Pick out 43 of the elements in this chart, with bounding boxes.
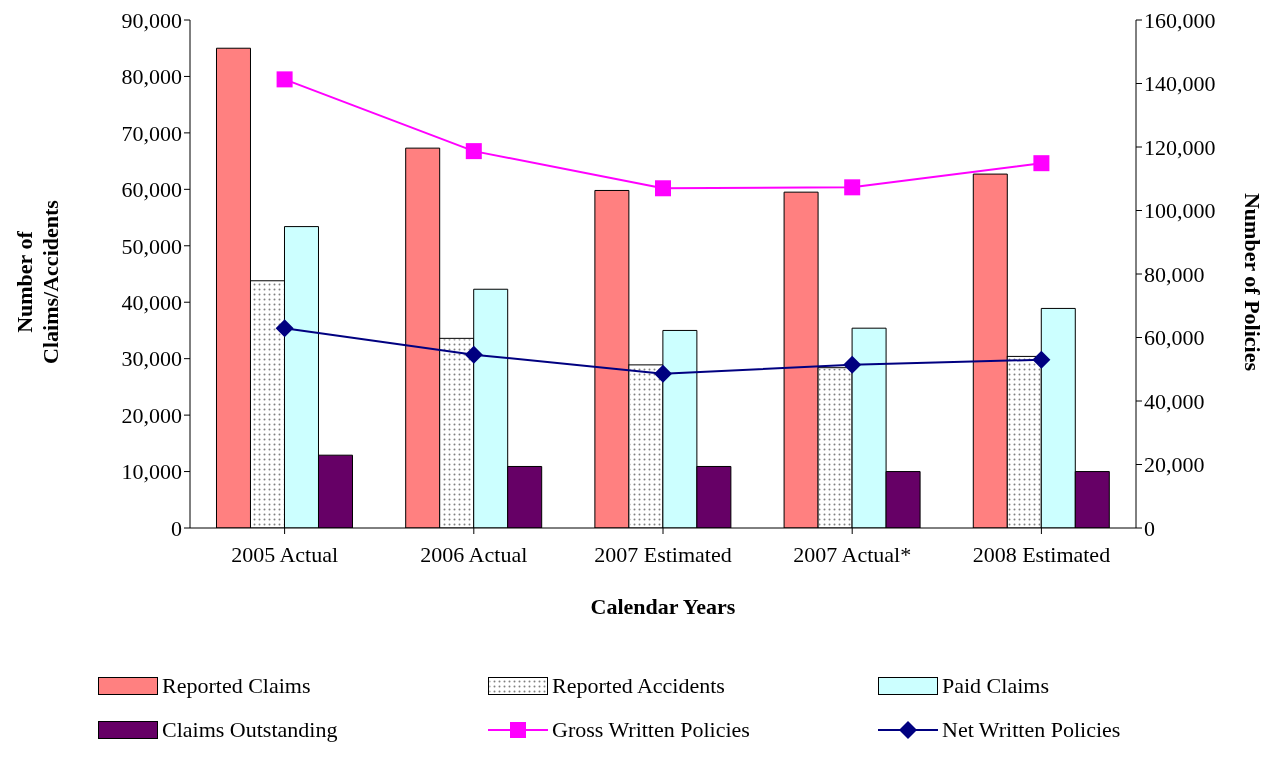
- y-tick-label: 90,000: [121, 7, 182, 33]
- y2-tick-label: 0: [1144, 515, 1155, 541]
- point: [465, 143, 482, 160]
- x-tick-label: 2008 Estimated: [972, 541, 1111, 567]
- y2-tick-label: 120,000: [1144, 134, 1216, 160]
- y-tick-label: 40,000: [121, 290, 182, 316]
- y2-tick-label: 40,000: [1144, 388, 1205, 414]
- legend-label: Claims Outstanding: [162, 717, 338, 743]
- point: [655, 180, 671, 197]
- y-tick-label: 30,000: [121, 346, 182, 372]
- y-tick-label: 0: [171, 515, 182, 541]
- point: [1033, 155, 1050, 172]
- y2-tick-label: 80,000: [1144, 261, 1205, 287]
- x-tick-label: 2007 Actual*: [793, 541, 912, 567]
- point: [276, 71, 293, 88]
- y2-tick-label: 140,000: [1144, 71, 1216, 97]
- x-tick-label: 2005 Actual: [231, 541, 339, 567]
- y-tick-label: 70,000: [121, 120, 182, 146]
- legend-label: Gross Written Policies: [552, 717, 750, 743]
- x-tick-label: 2006 Actual: [420, 541, 528, 567]
- point: [464, 345, 483, 364]
- legend-label: Paid Claims: [942, 673, 1049, 699]
- point: [1032, 350, 1051, 369]
- point: [275, 319, 294, 338]
- y2-tick-label: 20,000: [1144, 452, 1205, 478]
- y-tick-label: 60,000: [121, 177, 182, 203]
- y-axis-title: Number of Claims/Accidents: [12, 199, 64, 366]
- y-tick-label: 50,000: [121, 233, 182, 259]
- y2-tick-label: 60,000: [1144, 325, 1205, 351]
- legend-label: Net Written Policies: [942, 717, 1121, 743]
- x-axis-title: Calendar Years: [589, 594, 737, 620]
- point: [843, 355, 862, 374]
- y2-axis-title: Number of Policies: [1239, 192, 1265, 373]
- y2-tick-label: 160,000: [1144, 7, 1216, 33]
- point: [844, 179, 861, 196]
- point: [654, 364, 672, 383]
- y2-tick-label: 100,000: [1144, 198, 1216, 224]
- y-tick-label: 20,000: [121, 402, 182, 428]
- legend-label: Reported Claims: [162, 673, 311, 699]
- y-tick-label: 80,000: [121, 64, 182, 90]
- legend-label: Reported Accidents: [552, 673, 725, 699]
- y-tick-label: 10,000: [121, 459, 182, 485]
- x-tick-label: 2007 Estimated: [594, 541, 732, 567]
